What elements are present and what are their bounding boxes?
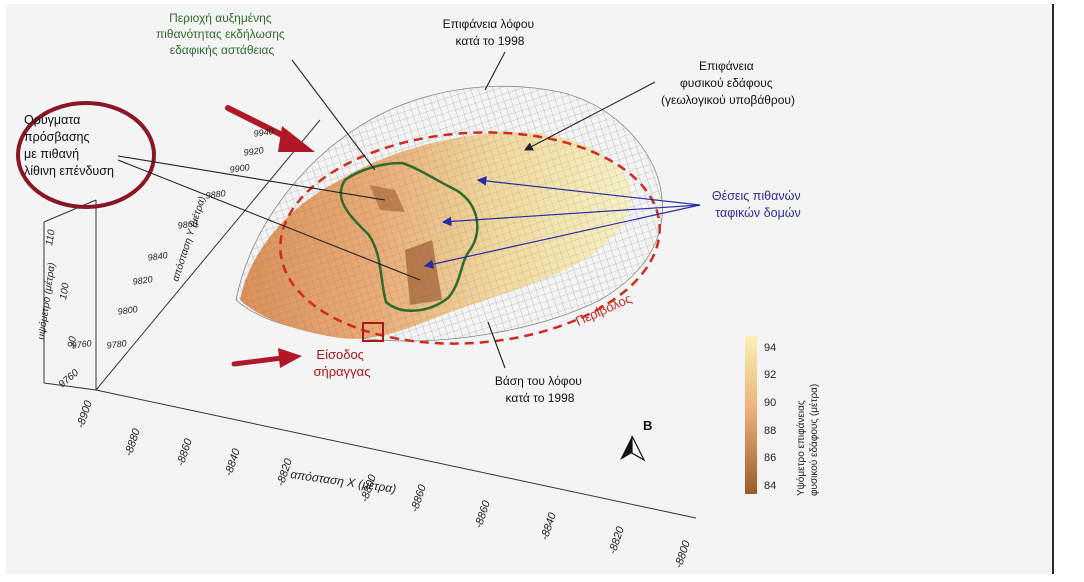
y-tick: 9940 [253, 126, 274, 139]
colorbar-tick: 84 [764, 480, 776, 492]
bedrock-surface-label: Επιφάνεια φυσικού εδάφους (γεωλογικού υπ… [661, 59, 795, 107]
colorbar-tick: 94 [764, 342, 776, 354]
red-arrow-top [225, 105, 315, 152]
instability-zone-outline [339, 161, 479, 312]
y-axis-ticks: 9760 9780 9800 9820 9840 9860 9880 9900 … [71, 126, 274, 351]
z-tick: 110 [44, 228, 58, 246]
colorbar-tick: 88 [764, 425, 776, 437]
colorbar-tick: 90 [764, 397, 776, 409]
x-tick: -8880 [123, 426, 143, 457]
y-tick: 9800 [117, 304, 138, 317]
y-axis-label: απόσταση Υ (μέτρα) [169, 195, 208, 283]
north-arrow-icon [620, 435, 646, 462]
x-tick: -8840 [223, 446, 243, 477]
y-tick: 9860 [177, 218, 198, 231]
colorbar-ticks: 94 92 90 88 86 84 [764, 342, 776, 492]
axis-frame [43, 119, 697, 519]
z-tick: 90 [66, 335, 79, 348]
x-tick: -8860 [473, 498, 493, 529]
z-tick: 100 [58, 282, 72, 301]
pointer-lines [117, 51, 656, 369]
colorbar [745, 336, 757, 494]
north-label: Β [643, 418, 652, 433]
hill-surface-label: Επιφάνεια λόφου κατά το 1998 [443, 17, 538, 48]
trenches-circle [16, 101, 156, 209]
x-axis-label: απόσταση Χ (μέτρα) [290, 467, 397, 496]
colorbar-label: Υψόμετρο επιφάνειας φυσικού εδάφους (μέτ… [795, 384, 820, 496]
tomb-positions-label: Θέσεις πιθανών ταφικών δομών [712, 189, 804, 220]
x-tick: -8860 [175, 436, 195, 467]
y-tick: 9880 [205, 188, 226, 201]
colorbar-tick: 86 [764, 452, 776, 464]
x-tick: -8840 [539, 510, 559, 541]
red-arrow-bottom [231, 348, 302, 368]
tomb-arrows [423, 176, 701, 269]
x-tick: -8860 [409, 482, 429, 513]
y-tick: 9840 [147, 250, 168, 263]
y-tick: 9920 [243, 145, 264, 158]
access-trenches-label: Ορύγματα πρόσβασης με πιθανή λίθινη επέν… [24, 113, 114, 178]
colorbar-tick: 92 [764, 369, 776, 381]
x-tick: -8900 [75, 398, 95, 429]
y-tick: 9900 [229, 162, 250, 175]
y-tick: 9780 [106, 338, 127, 351]
instability-zone-label: Περιοχή αυξημένης πιθανότητας εκδήλωσης … [156, 11, 288, 57]
enclosure-boundary [279, 131, 661, 345]
y-tick: 9820 [132, 274, 153, 287]
tunnel-entrance-marker [362, 322, 384, 342]
x-tick: -8800 [673, 538, 693, 569]
z-axis-label: υψόμετρο (μέτρα) [35, 262, 58, 341]
trench-1 [370, 185, 405, 212]
x-tick: -8820 [607, 524, 627, 555]
trench-2 [405, 240, 442, 305]
y-tick: 9760 [71, 338, 92, 351]
tunnel-entrance-label: Είσοδος σήραγγας [314, 347, 371, 379]
hill-base-label: Βάση του λόφου κατά το 1998 [495, 374, 585, 405]
